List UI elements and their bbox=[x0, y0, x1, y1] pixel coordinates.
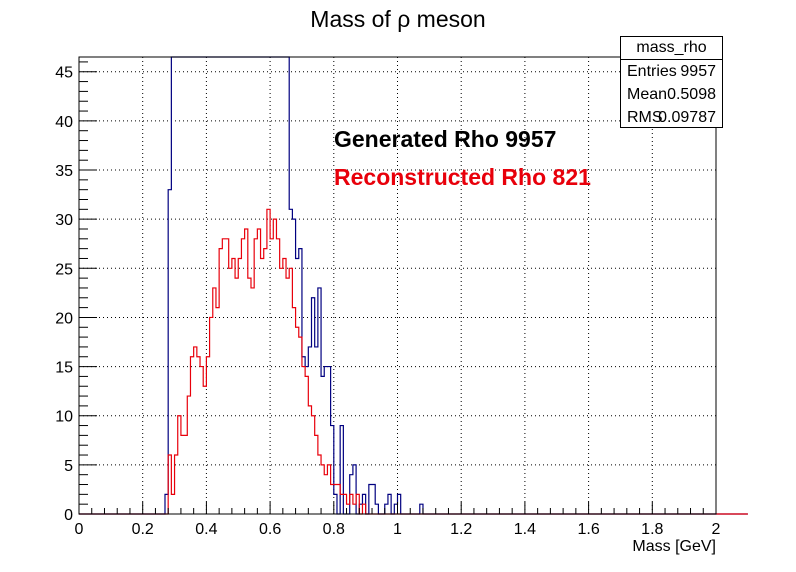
stats-entries-row: Entries 9957 bbox=[621, 60, 722, 83]
y-tick-label: 15 bbox=[55, 360, 73, 377]
stats-entries-label: Entries bbox=[627, 63, 677, 80]
x-tick-label: 2 bbox=[712, 521, 721, 538]
y-tick-label: 10 bbox=[55, 409, 73, 426]
stats-name: mass_rho bbox=[621, 37, 722, 60]
y-tick-label: 5 bbox=[64, 458, 73, 475]
chart-title: Mass of ρ meson bbox=[310, 6, 486, 32]
annotation-generated: Generated Rho 9957 bbox=[334, 126, 557, 152]
x-tick-label: 0.6 bbox=[259, 521, 281, 538]
y-tick-label: 20 bbox=[55, 310, 73, 327]
x-tick-label: 1.8 bbox=[641, 521, 663, 538]
y-tick-label: 45 bbox=[55, 65, 73, 82]
y-tick-label: 30 bbox=[55, 212, 73, 229]
stats-mean-row: Mean 0.5098 bbox=[621, 83, 722, 106]
annotation-reconstructed: Reconstructed Rho 821 bbox=[334, 164, 591, 190]
x-tick-label: 0.2 bbox=[132, 521, 154, 538]
stats-box: mass_rho Entries 9957 Mean 0.5098 RMS 0.… bbox=[620, 36, 723, 128]
stats-mean-value: 0.5098 bbox=[667, 86, 716, 103]
x-tick-label: 0 bbox=[75, 521, 84, 538]
y-tick-label: 0 bbox=[64, 507, 73, 524]
stats-mean-label: Mean bbox=[627, 86, 668, 103]
x-tick-label: 0.8 bbox=[323, 521, 345, 538]
x-tick-label: 1.6 bbox=[577, 521, 599, 538]
y-tick-label: 25 bbox=[55, 261, 73, 278]
x-tick-label: 1 bbox=[393, 521, 402, 538]
x-tick-label: 1.4 bbox=[514, 521, 536, 538]
stats-rms-row: RMS 0.09787 bbox=[621, 106, 722, 129]
stats-rms-label: RMS bbox=[627, 109, 663, 126]
stats-entries-value: 9957 bbox=[680, 63, 716, 80]
y-tick-label: 35 bbox=[55, 163, 73, 180]
x-axis-label: Mass [GeV] bbox=[632, 538, 716, 555]
x-tick-label: 1.2 bbox=[450, 521, 472, 538]
y-tick-label: 40 bbox=[55, 114, 73, 131]
histogram-series-2 bbox=[79, 208, 748, 515]
x-tick-label: 0.4 bbox=[195, 521, 217, 538]
stats-rms-value: 0.09787 bbox=[658, 109, 716, 126]
